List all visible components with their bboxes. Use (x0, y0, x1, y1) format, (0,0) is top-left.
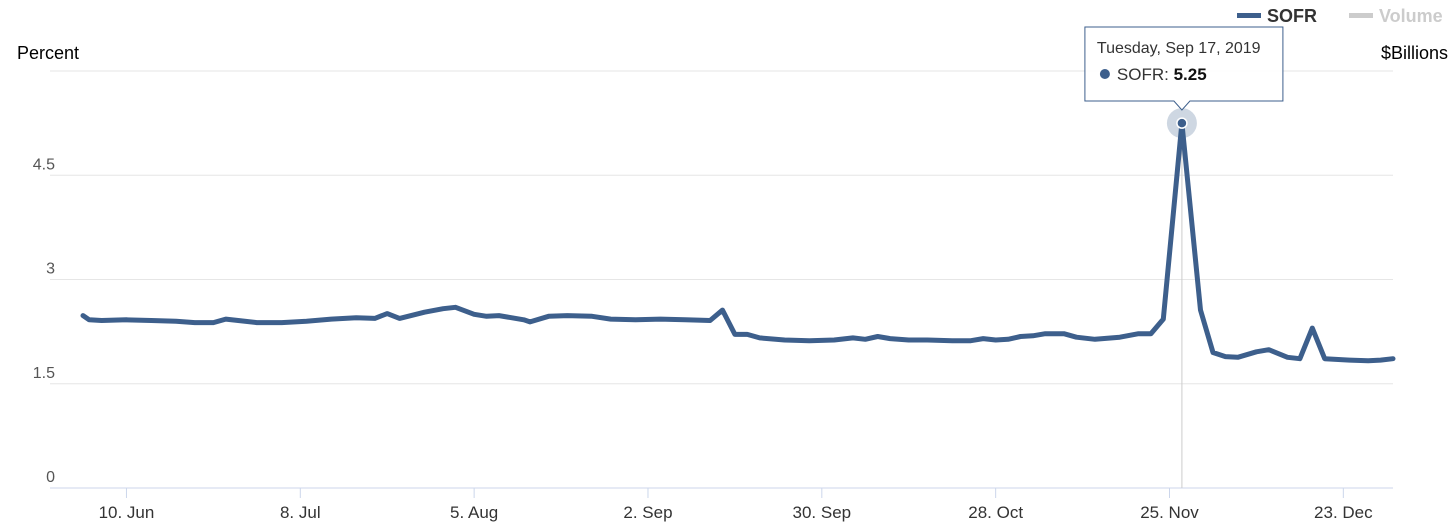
y-tick-label: 1.5 (33, 365, 55, 382)
x-tick-label: 2. Sep (623, 503, 672, 522)
legend-swatch-volume (1349, 13, 1373, 18)
x-axis: 10. Jun 8. Jul 5. Aug 2. Sep 30. Sep 28. Oct 2… (50, 487, 1393, 522)
legend-swatch-sofr (1237, 13, 1261, 18)
x-tick-label: 28. Oct (968, 503, 1023, 522)
y-axis-left-title: Percent (17, 43, 79, 63)
hover-marker (1166, 108, 1197, 139)
y-tick-label: 3 (46, 261, 55, 278)
y-tick-label: 4.5 (33, 156, 55, 173)
y-axis-right-title: $Billions (1381, 43, 1448, 63)
legend-label-volume: Volume (1379, 6, 1443, 26)
x-tick-label: 30. Sep (793, 503, 852, 522)
tooltip: Tuesday, Sep 17, 2019 SOFR: 5.25 (1084, 26, 1284, 111)
tooltip-date: Tuesday, Sep 17, 2019 (1097, 40, 1261, 57)
tooltip-box (1084, 26, 1284, 111)
x-tick-label: 25. Nov (1140, 503, 1199, 522)
y-axis: 0 1.5 3 4.5 (33, 156, 55, 486)
hover-point (1176, 117, 1188, 129)
tooltip-value: 5.25 (1174, 65, 1207, 84)
series-layer (80, 120, 1396, 364)
legend: SOFR Volume (1237, 6, 1443, 26)
x-tick-label: 8. Jul (280, 503, 321, 522)
tooltip-series-label: SOFR: 5.25 (1117, 65, 1207, 84)
tooltip-series-dot (1099, 69, 1110, 79)
x-tick-label: 5. Aug (450, 503, 498, 522)
y-tick-label: 0 (46, 469, 55, 486)
series-line-sofr (80, 120, 1396, 364)
x-tick-label: 10. Jun (99, 503, 155, 522)
x-tick-label: 23. Dec (1314, 503, 1373, 522)
legend-label-sofr: SOFR (1267, 6, 1317, 26)
